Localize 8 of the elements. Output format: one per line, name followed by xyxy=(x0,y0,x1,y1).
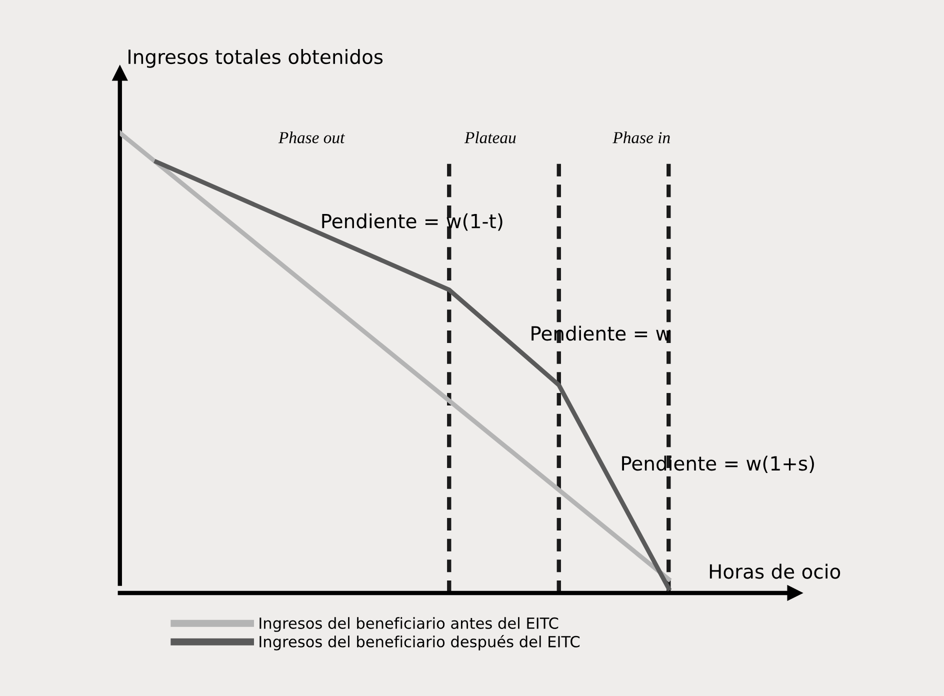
x-axis-title: Horas de ocio xyxy=(710,564,840,579)
annotation: Phase in xyxy=(612,132,670,144)
annotation: Phase out xyxy=(278,132,346,144)
annotation: Plateau xyxy=(464,132,516,144)
y-axis-title: Ingresos totales obtenidos xyxy=(128,49,383,68)
annotation: Pendiente = w(1-t) xyxy=(322,213,502,231)
legend-label: Ingresos del beneficiario antes del EITC xyxy=(260,617,558,632)
legend-label: Ingresos del beneficiario después del EITC xyxy=(260,634,580,650)
